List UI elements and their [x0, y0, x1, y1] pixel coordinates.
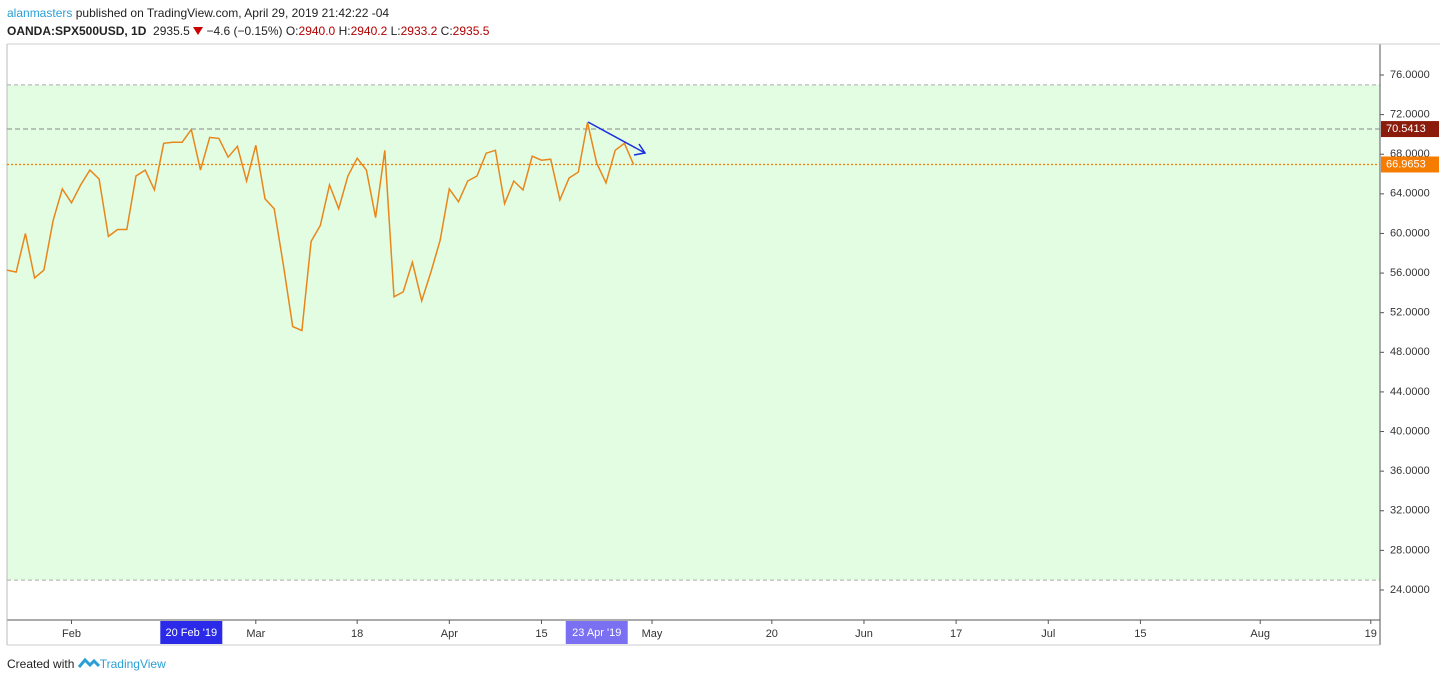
ohlc-key: O:: [285, 24, 299, 38]
x-tick-label: 17: [950, 628, 962, 640]
down-arrow: [193, 27, 204, 35]
x-tick-label: 20: [766, 628, 778, 640]
hline-box: [1381, 121, 1439, 138]
ohlc-value: 2940.2: [350, 24, 388, 38]
band: [7, 84, 1380, 581]
y-tick-label: 24.0000: [1390, 584, 1430, 596]
y-tick-label: 64.0000: [1390, 188, 1430, 200]
x-tick-label: Feb: [62, 628, 81, 640]
highlight-box: [565, 621, 628, 644]
y-tick-label: 32.0000: [1390, 505, 1430, 517]
x-tick-label: Jun: [855, 628, 873, 640]
brand[interactable]: TradingView: [99, 657, 166, 671]
price-box: [1381, 156, 1439, 173]
highlight-label: 23 Apr '19: [572, 627, 621, 639]
y-tick-label: 60.0000: [1390, 227, 1430, 239]
x-tick-label: 15: [1134, 628, 1146, 640]
x-tick-label: Aug: [1250, 628, 1270, 640]
y-tick-label: 36.0000: [1390, 465, 1430, 477]
hline-label: 70.5413: [1386, 123, 1426, 135]
x-tick-label: 18: [351, 628, 363, 640]
symbol: OANDA:SPX500USD, 1D: [7, 24, 147, 38]
chart: 24.0000 28.0000 32.0000 36.0000 40.0000 44.00…: [6, 43, 1440, 646]
author[interactable]: alanmasters: [7, 6, 73, 20]
y-tick-label: 72.0000: [1390, 109, 1430, 121]
price: 2935.5: [153, 24, 190, 38]
price-label: 66.9653: [1386, 158, 1426, 170]
y-tick-label: 48.0000: [1390, 346, 1430, 358]
x-tick-label: May: [642, 628, 663, 640]
footer-text: Created with: [7, 657, 75, 671]
change: −4.6 (−0.15%): [206, 24, 283, 38]
x-tick-label: Mar: [246, 628, 265, 640]
x-tick-label: 15: [535, 628, 547, 640]
highlight-label: 20 Feb '19: [165, 627, 217, 639]
y-tick-label: 28.0000: [1390, 544, 1430, 556]
y-tick-label: 44.0000: [1390, 386, 1430, 398]
header-line-1: alanmasters published on TradingView.com…: [7, 4, 489, 22]
y-tick-label: 52.0000: [1390, 307, 1430, 319]
trend-arrow-head: [633, 143, 647, 156]
highlight-box: [160, 621, 223, 644]
y-tick-label: 76.0000: [1390, 69, 1430, 81]
ohlc-value: 2933.2: [400, 24, 438, 38]
ohlc-key: L:: [390, 24, 401, 38]
x-tick-label: Jul: [1041, 628, 1055, 640]
series-line: [6, 122, 635, 332]
ohlc-value: 2935.5: [452, 24, 490, 38]
x-tick-label: Apr: [441, 628, 458, 640]
ohlc-key: H:: [338, 24, 351, 38]
published: published on TradingView.com, April 29, …: [75, 6, 390, 20]
x-tick-label: 19: [1365, 628, 1377, 640]
logo: [77, 657, 100, 668]
y-tick-label: 40.0000: [1390, 425, 1430, 437]
ohlc-key: C:: [440, 24, 453, 38]
ohlc-value: 2940.0: [298, 24, 336, 38]
trend-arrow: [587, 121, 646, 154]
header: alanmasters published on TradingView.com…: [7, 4, 489, 40]
ohlc: O:2940.0 H:2940.2 L:2933.2 C:2935.5: [286, 24, 490, 38]
y-tick-label: 56.0000: [1390, 267, 1430, 279]
footer: Created with TradingView: [7, 657, 166, 671]
header-line-2: OANDA:SPX500USD, 1D 2935.5 −4.6 (−0.15%)…: [7, 22, 489, 40]
